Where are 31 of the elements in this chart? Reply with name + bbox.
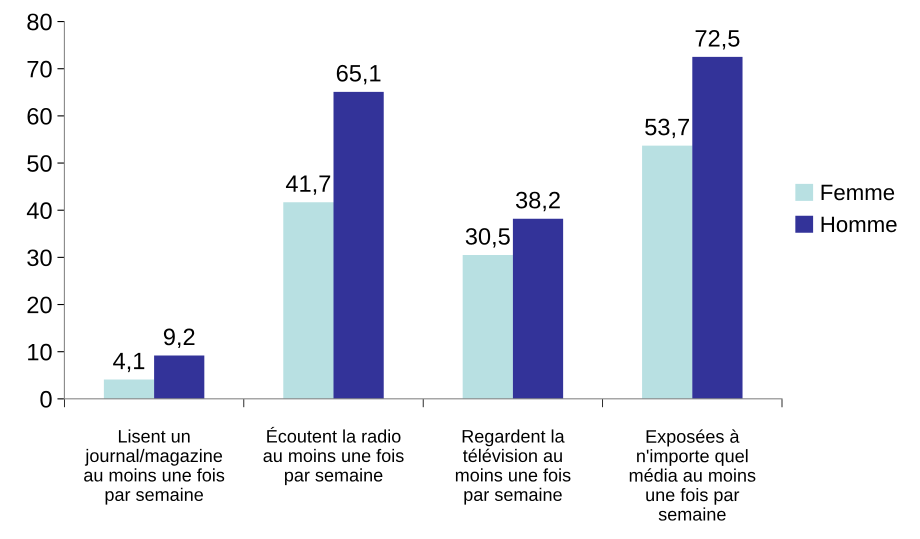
legend-label: Homme: [822, 216, 897, 232]
bar: [334, 92, 384, 399]
bar: [104, 380, 154, 399]
data-label: 4,1: [113, 352, 144, 372]
bar: [154, 355, 204, 399]
bar: [512, 218, 564, 399]
bar: [462, 255, 513, 399]
y-tick-label: 50: [27, 155, 52, 172]
bar: [642, 146, 692, 399]
data-label: 30,5: [466, 228, 510, 248]
bar: [283, 202, 334, 399]
legend-label: Femme: [822, 184, 894, 200]
data-label: 72,5: [696, 30, 740, 50]
data-label: 9,2: [164, 328, 194, 348]
y-tick-label: 10: [28, 344, 52, 360]
data-label: 41,7: [286, 175, 330, 195]
y-tick-label: 80: [27, 14, 52, 30]
data-label: 38,2: [516, 192, 560, 212]
x-tick-label: Exposées à n'importe quel média au moins une fois par semaine: [630, 429, 756, 521]
y-tick-label: 60: [28, 108, 52, 125]
y-tick-label: 70: [28, 60, 52, 78]
data-label: 53,7: [645, 118, 689, 138]
y-tick-label: 0: [40, 390, 52, 408]
data-label: 65,1: [336, 64, 380, 84]
bar: [692, 56, 743, 399]
x-tick-label: Lisent un journal/magazine au moins une fois par semaine: [84, 429, 224, 505]
y-tick-label: 40: [26, 202, 52, 219]
x-tick-label: Regardent la télévision au moins une fois par semaine: [456, 429, 570, 505]
y-tick-label: 20: [28, 296, 52, 314]
y-tick-label: 30: [27, 249, 52, 266]
x-tick-label: Écoutent la radio au moins une fois par semaine: [264, 426, 404, 486]
